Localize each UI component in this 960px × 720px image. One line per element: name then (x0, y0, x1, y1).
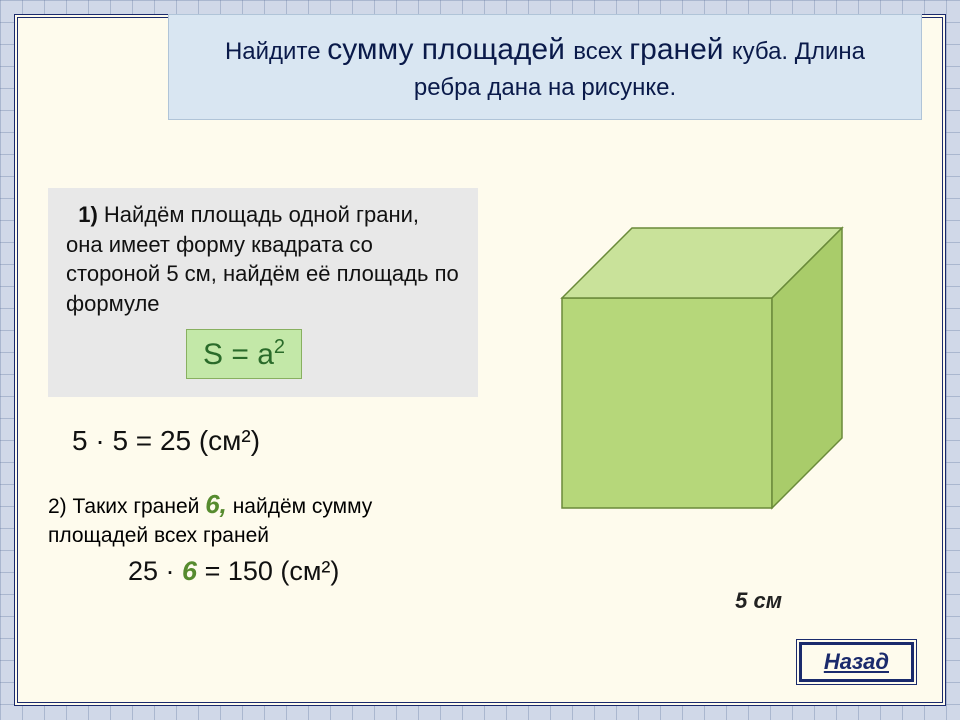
title-text-3: всех (573, 38, 629, 65)
step2-six: 6, (205, 489, 227, 519)
step1-label: 1) (78, 202, 98, 227)
grid-background: Найдите сумму площадей всех граней куба.… (0, 0, 960, 720)
solution-column: 1) Найдём площадь одной грани, она имеет… (48, 188, 478, 587)
content-area: 1) Найдём площадь одной грани, она имеет… (48, 188, 912, 682)
formula-exp: 2 (274, 336, 285, 358)
formula-badge: S = a2 (186, 329, 302, 379)
calculation-2: 25 · 6 = 150 (см²) (128, 556, 478, 587)
formula-eq: = (223, 338, 257, 371)
title-box: Найдите сумму площадей всех граней куба.… (168, 14, 922, 120)
step2-text: 2) Таких граней 6, найдём сумму площадей… (48, 487, 478, 550)
title-text-1: Найдите (225, 38, 327, 65)
cube-front-face (562, 298, 772, 508)
step1-body: Найдём площадь одной грани, она имеет фо… (66, 202, 459, 316)
calculation-1: 5 · 5 = 25 (см²) (72, 425, 478, 457)
step1-box: 1) Найдём площадь одной грани, она имеет… (48, 188, 478, 397)
back-button[interactable]: Назад (799, 642, 914, 682)
step1-text: 1) Найдём площадь одной грани, она имеет… (66, 200, 460, 319)
title-text-2: сумму площадей (327, 33, 573, 66)
formula-lhs: S (203, 338, 223, 371)
cube-svg (522, 188, 862, 568)
calc2-a: 25 · (128, 556, 182, 586)
formula-base: a (257, 338, 274, 371)
calc2-six: 6 (182, 556, 197, 586)
title-text-4: граней (629, 33, 732, 66)
cube-figure: 5 см (522, 188, 902, 618)
calc2-b: = 150 (см²) (197, 556, 339, 586)
slide-frame: Найдите сумму площадей всех граней куба.… (14, 14, 946, 706)
cube-edge-label: 5 см (735, 588, 782, 614)
step2-prefix: 2) Таких граней (48, 495, 205, 518)
